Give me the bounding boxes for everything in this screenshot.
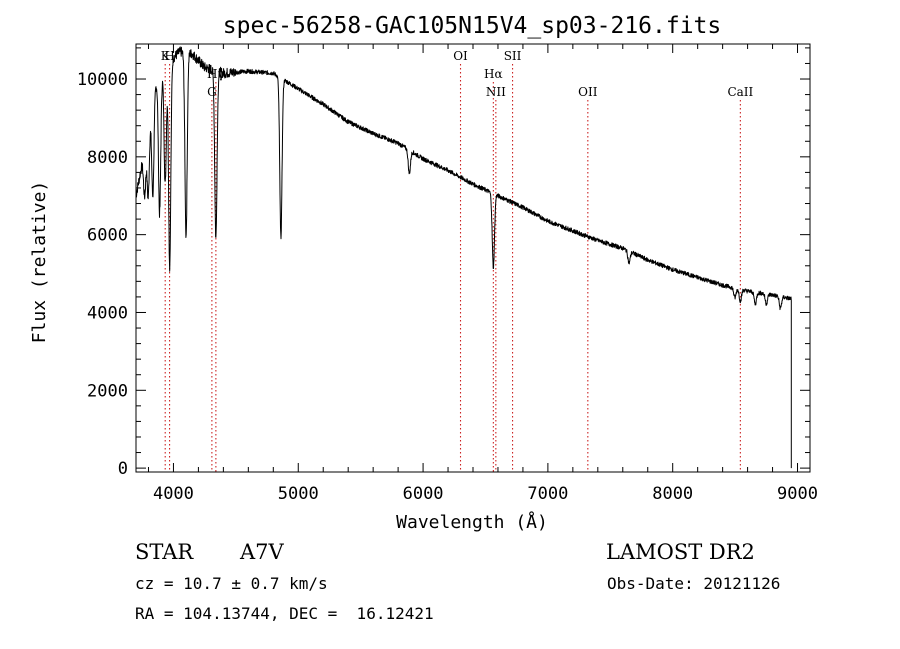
plot-frame <box>135 43 811 473</box>
line-marker-label: Hα <box>484 67 503 81</box>
y-tick-label: 2000 <box>87 381 128 401</box>
line-marker-label: OII <box>578 85 598 99</box>
line-marker-label: CaII <box>727 85 753 99</box>
x-tick-label: 8000 <box>652 484 693 504</box>
spectrum-line <box>135 46 792 469</box>
y-tick-label: 8000 <box>87 148 128 168</box>
y-tick-label: 10000 <box>77 70 128 90</box>
line-marker-label: G <box>207 85 217 99</box>
x-tick-label: 7000 <box>527 484 568 504</box>
y-axis-label: Flux (relative) <box>29 181 50 344</box>
line-marker-label: SII <box>504 49 522 63</box>
x-tick-label: 4000 <box>153 484 194 504</box>
line-marker-label: OI <box>453 49 468 63</box>
x-tick-label: 5000 <box>278 484 319 504</box>
axis-layer: 4000 5000 6000 7000 8000 9000 0 2000 4000 6000 800… <box>77 44 818 504</box>
y-tick-label: 4000 <box>87 303 128 323</box>
redshift-label: cz = 10.7 ± 0.7 km/s <box>135 574 328 593</box>
spectral-class: A7V <box>240 540 284 564</box>
obs-date-label: Obs-Date: 20121126 <box>607 574 781 593</box>
line-marker-label: NII <box>486 85 506 99</box>
line-marker-label: H <box>164 49 174 63</box>
chart-title: spec-56258-GAC105N15V4_sp03-216.fits <box>223 13 722 39</box>
survey-label: LAMOST DR2 <box>606 540 755 564</box>
y-tick-label: 6000 <box>87 226 128 246</box>
y-tick-label: 0 <box>118 459 128 479</box>
line-marker-label: K <box>161 49 171 63</box>
x-tick-label: 9000 <box>777 484 818 504</box>
object-type: STAR <box>135 540 194 564</box>
x-tick-label: 6000 <box>403 484 444 504</box>
coords-label: RA = 104.13744, DEC = 16.12421 <box>135 604 434 623</box>
x-axis-label: Wavelength (Å) <box>396 511 548 533</box>
